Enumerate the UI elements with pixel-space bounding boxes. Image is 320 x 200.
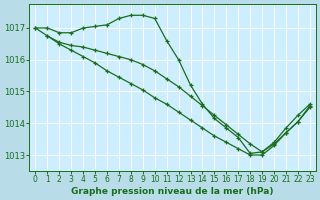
X-axis label: Graphe pression niveau de la mer (hPa): Graphe pression niveau de la mer (hPa) — [71, 187, 274, 196]
